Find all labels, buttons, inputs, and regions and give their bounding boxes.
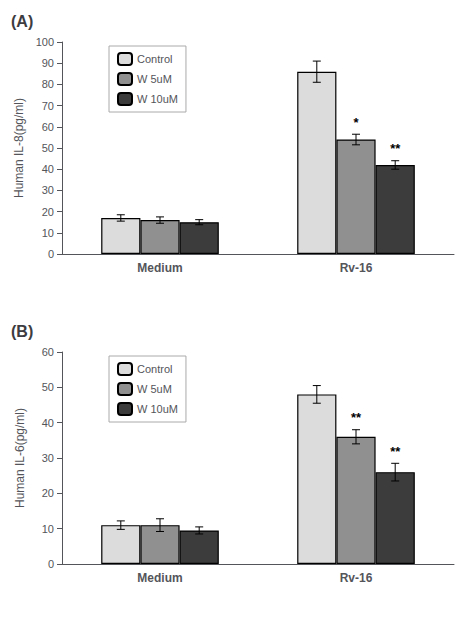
svg-text:Control: Control [137, 53, 172, 65]
svg-text:W 5uM: W 5uM [137, 383, 172, 395]
svg-text:Medium: Medium [137, 571, 182, 585]
svg-text:80: 80 [42, 78, 54, 90]
svg-text:Medium: Medium [137, 261, 182, 275]
svg-text:**: ** [390, 444, 401, 459]
svg-text:20: 20 [42, 487, 54, 499]
svg-text:60: 60 [42, 121, 54, 133]
svg-text:70: 70 [42, 100, 54, 112]
svg-text:30: 30 [42, 184, 54, 196]
svg-text:**: ** [390, 141, 401, 156]
svg-text:W 5uM: W 5uM [137, 73, 172, 85]
svg-text:50: 50 [42, 142, 54, 154]
svg-text:(A): (A) [11, 13, 33, 30]
svg-text:30: 30 [42, 452, 54, 464]
svg-text:**: ** [351, 410, 362, 425]
svg-text:100: 100 [36, 36, 54, 48]
svg-text:10: 10 [42, 227, 54, 239]
svg-text:Control: Control [137, 363, 172, 375]
svg-text:W 10uM: W 10uM [137, 93, 178, 105]
svg-text:*: * [353, 115, 359, 130]
svg-text:90: 90 [42, 57, 54, 69]
svg-text:0: 0 [48, 248, 54, 260]
svg-text:10: 10 [42, 523, 54, 535]
svg-text:50: 50 [42, 381, 54, 393]
svg-text:Human IL-6(pg/ml): Human IL-6(pg/ml) [13, 408, 27, 508]
svg-text:(B): (B) [11, 323, 33, 340]
svg-text:W 10uM: W 10uM [137, 403, 178, 415]
svg-text:20: 20 [42, 206, 54, 218]
svg-text:40: 40 [42, 417, 54, 429]
svg-text:60: 60 [42, 346, 54, 358]
svg-text:Human IL-8(pg/ml): Human IL-8(pg/ml) [12, 98, 26, 198]
svg-text:40: 40 [42, 163, 54, 175]
svg-text:0: 0 [48, 558, 54, 570]
svg-text:Rv-16: Rv-16 [340, 571, 373, 585]
svg-text:Rv-16: Rv-16 [340, 261, 373, 275]
